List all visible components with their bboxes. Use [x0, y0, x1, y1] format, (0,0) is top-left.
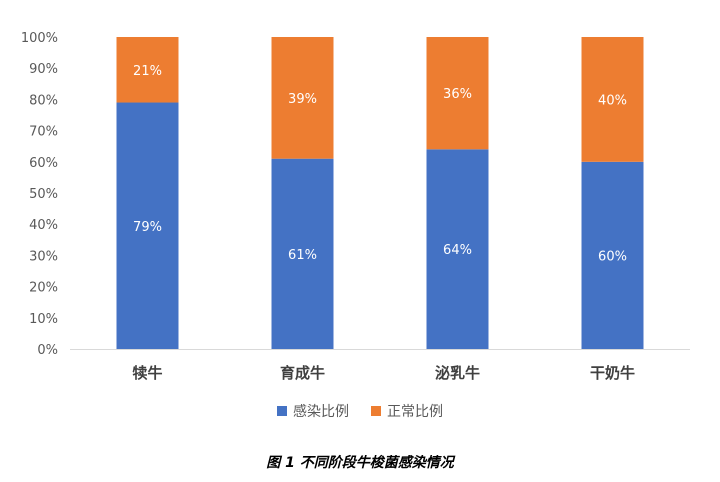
- y-tick-label: 0%: [37, 343, 58, 358]
- bar-infected: [271, 158, 334, 349]
- y-tick-label: 90%: [29, 62, 58, 77]
- y-tick-label: 70%: [29, 125, 58, 140]
- bar-normal: [116, 37, 179, 103]
- bar-infected: [426, 149, 489, 349]
- data-label: 79%: [133, 220, 162, 235]
- y-tick-label: 20%: [29, 281, 58, 296]
- legend: 感染比例 正常比例: [0, 401, 720, 421]
- legend-swatch-normal: [371, 406, 381, 416]
- data-label: 60%: [598, 249, 627, 264]
- legend-label-infected: 感染比例: [293, 404, 349, 420]
- bar-normal: [581, 37, 644, 162]
- x-tick-label: 干奶牛: [590, 364, 635, 382]
- y-tick-label: 100%: [21, 31, 58, 46]
- y-tick-label: 30%: [29, 249, 58, 264]
- y-tick-label: 60%: [29, 156, 58, 171]
- bar-normal: [426, 37, 489, 150]
- y-tick-label: 50%: [29, 187, 58, 202]
- legend-item-infected: 感染比例: [277, 401, 349, 421]
- y-tick-label: 80%: [29, 93, 58, 108]
- y-tick-label: 40%: [29, 218, 58, 233]
- data-label: 36%: [443, 87, 472, 102]
- chart: 0% 10% 20% 30% 40% 50% 60% 70% 80% 90% 100% 79% 21% 犊…: [21, 31, 690, 382]
- data-label: 21%: [133, 64, 162, 79]
- data-label: 40%: [598, 93, 627, 108]
- x-tick-label: 泌乳牛: [435, 364, 480, 382]
- data-label: 61%: [288, 248, 317, 263]
- x-tick-label: 育成牛: [280, 364, 325, 382]
- legend-swatch-infected: [277, 406, 287, 416]
- bar-infected: [581, 161, 644, 349]
- bar-infected: [116, 102, 179, 350]
- bar-normal: [271, 37, 334, 159]
- data-label: 39%: [288, 92, 317, 107]
- x-tick-label: 犊牛: [132, 364, 162, 382]
- data-label: 64%: [443, 243, 472, 258]
- figure-caption: 图 1 不同阶段牛梭菌感染情况: [266, 455, 454, 471]
- legend-label-normal: 正常比例: [387, 404, 443, 420]
- legend-item-normal: 正常比例: [371, 401, 443, 421]
- y-tick-label: 10%: [29, 312, 58, 327]
